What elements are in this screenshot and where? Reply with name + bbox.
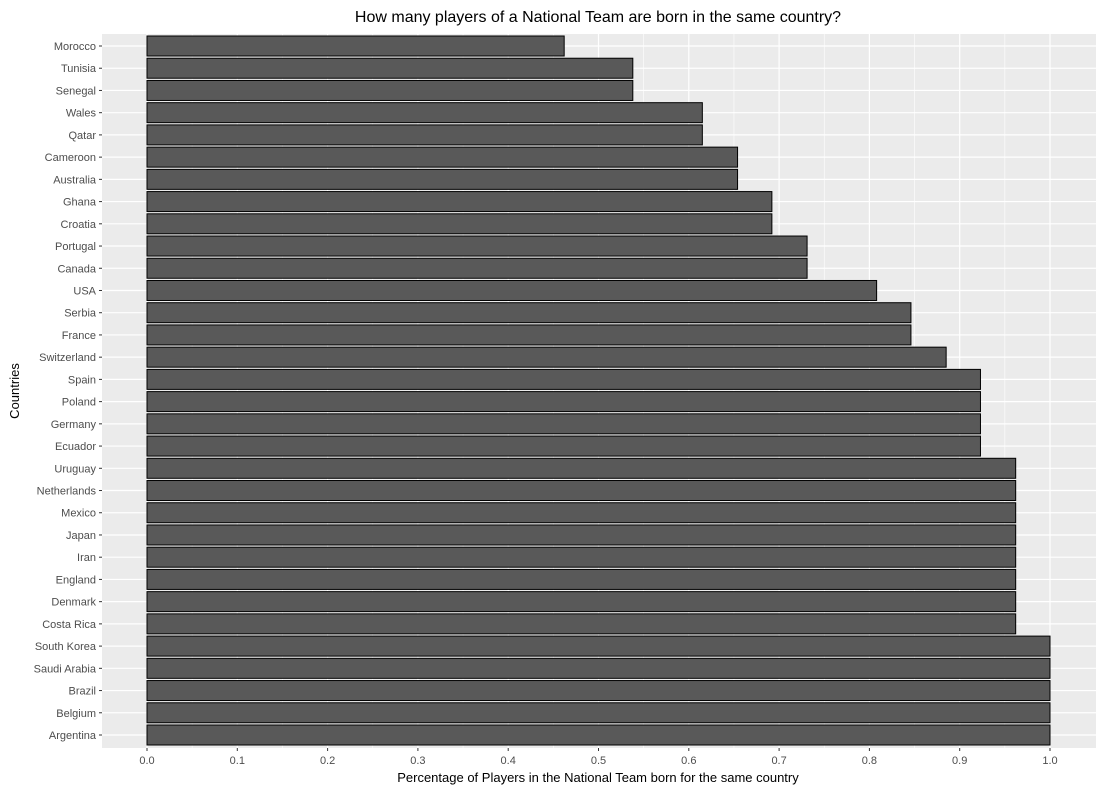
x-axis: 0.0 0.1 0.2 0.3 0.4 0.5 0.6 0.7 0.8 0.9 1.0 [139,748,1058,767]
bars [146,35,1051,746]
chart-title: How many players of a National Team are … [355,9,841,26]
x-axis-title: Percentage of Players in the National Te… [397,770,799,785]
bar-australia [146,168,739,190]
bar-croatia [146,213,773,235]
y-tick-label: Japan [66,530,96,542]
bar-qatar [146,124,703,146]
bar-wales [146,102,703,124]
bar-cameroon [146,146,739,168]
y-tick-label: Brazil [68,686,96,698]
x-tick-label: 1.0 [1042,755,1057,767]
bar-morocco [146,35,565,57]
y-tick-label: Portugal [55,241,96,253]
y-tick-label: Australia [53,174,97,186]
x-tick-label: 0.2 [320,755,335,767]
bar-senegal [146,79,634,101]
y-tick-label: Iran [77,552,96,564]
x-tick-label: 0.1 [230,755,245,767]
y-tick-label: USA [73,285,96,297]
y-tick-label: Spain [68,374,96,386]
bar-ghana [146,191,773,213]
y-tick-label: Poland [62,397,96,409]
y-tick-label: Ecuador [55,441,96,453]
y-tick-label: Ghana [63,197,97,209]
y-tick-label: Belgium [56,708,96,720]
y-tick-label: Uruguay [54,463,96,475]
y-tick-label: Croatia [61,219,97,231]
bar-spain [146,368,981,390]
bar-saudi-arabia [146,657,1051,679]
y-tick-label: Netherlands [37,486,97,498]
y-tick-label: Switzerland [39,352,96,364]
bar-belgium [146,702,1051,724]
bar-costa-rica [146,613,1017,635]
bar-brazil [146,680,1051,702]
bar-canada [146,257,808,279]
x-tick-label: 0.9 [952,755,967,767]
y-tick-label: Germany [51,419,97,431]
y-tick-label: Canada [57,263,96,275]
bar-england [146,568,1017,590]
bar-mexico [146,502,1017,524]
x-tick-label: 0.0 [139,755,154,767]
y-axis: Morocco Tunisia Senegal Wales Qatar Cameroon A… [34,41,102,742]
y-tick-label: South Korea [35,641,97,653]
y-tick-label: Qatar [68,130,96,142]
y-tick-label: Wales [66,108,97,120]
x-tick-label: 0.7 [771,755,786,767]
bar-iran [146,546,1017,568]
y-tick-label: Mexico [61,508,96,520]
y-tick-label: France [62,330,96,342]
y-tick-label: Senegal [56,85,96,97]
bar-japan [146,524,1017,546]
y-tick-label: Argentina [49,730,97,742]
bar-usa [146,279,878,301]
bar-tunisia [146,57,634,79]
bar-argentina [146,724,1051,746]
bar-serbia [146,302,912,324]
bar-switzerland [146,346,947,368]
y-tick-label: Cameroon [45,152,96,164]
bar-poland [146,391,981,413]
y-tick-label: Saudi Arabia [34,663,97,675]
y-tick-label: Serbia [64,308,97,320]
x-tick-label: 0.3 [410,755,425,767]
y-axis-title: Countries [7,363,22,419]
bar-portugal [146,235,808,257]
x-tick-label: 0.5 [591,755,606,767]
x-tick-label: 0.8 [862,755,877,767]
bar-netherlands [146,480,1017,502]
x-tick-label: 0.4 [501,755,516,767]
y-tick-label: Morocco [54,41,96,53]
bar-ecuador [146,435,981,457]
bar-france [146,324,912,346]
x-tick-label: 0.6 [681,755,696,767]
bar-germany [146,413,981,435]
bar-uruguay [146,457,1017,479]
y-tick-label: England [56,574,96,586]
y-tick-label: Denmark [51,597,96,609]
y-tick-label: Tunisia [61,63,97,75]
bar-denmark [146,591,1017,613]
bar-south-korea [146,635,1051,657]
y-tick-label: Costa Rica [42,619,97,631]
